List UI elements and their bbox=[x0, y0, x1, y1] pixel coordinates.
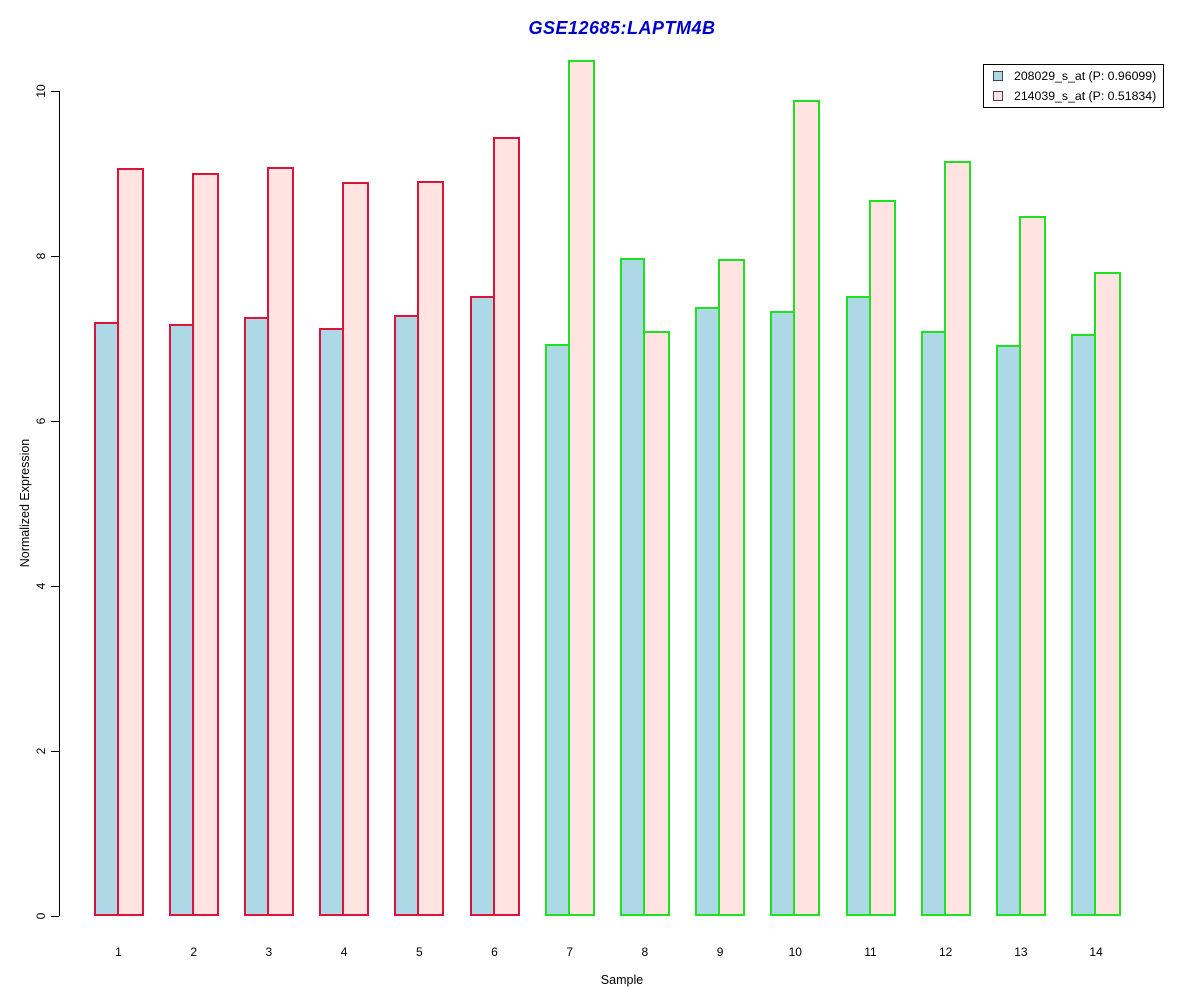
x-tick-label: 3 bbox=[265, 945, 273, 959]
bar-sample6-series2 bbox=[492, 137, 520, 916]
y-tick-label: 8 bbox=[34, 252, 48, 260]
bar-sample13-series2 bbox=[1018, 216, 1046, 916]
y-tick-mark bbox=[51, 256, 59, 257]
y-tick-mark bbox=[51, 586, 59, 587]
bar-sample12-series1 bbox=[920, 331, 946, 916]
x-tick-label: 13 bbox=[1014, 945, 1028, 959]
legend-swatch-series2 bbox=[993, 91, 1003, 101]
x-tick-label: 5 bbox=[415, 945, 423, 959]
x-tick-label: 7 bbox=[566, 945, 574, 959]
y-tick-label: 0 bbox=[34, 912, 48, 920]
chart-title: GSE12685:LAPTM4B bbox=[528, 18, 716, 38]
x-tick-label: 4 bbox=[340, 945, 348, 959]
x-tick-label: 9 bbox=[716, 945, 724, 959]
x-tick-label: 11 bbox=[864, 945, 877, 959]
y-tick-label: 2 bbox=[34, 747, 48, 755]
x-tick-label: 1 bbox=[115, 945, 122, 959]
bar-sample7-series2 bbox=[567, 60, 595, 916]
y-tick-mark bbox=[51, 916, 59, 917]
y-tick-label: 10 bbox=[34, 84, 48, 98]
x-tick-label: 6 bbox=[491, 945, 498, 959]
legend-label-series1: 208029_s_at (P: 0.96099) bbox=[1014, 69, 1157, 83]
x-tick-label: 10 bbox=[788, 945, 802, 959]
bar-sample1-series1 bbox=[93, 322, 119, 916]
bar-sample5-series1 bbox=[394, 315, 420, 916]
bar-sample8-series2 bbox=[642, 331, 670, 916]
bar-sample10-series1 bbox=[770, 311, 796, 916]
legend-swatch-series1 bbox=[993, 71, 1003, 81]
bar-sample9-series1 bbox=[695, 307, 721, 916]
bar-sample2-series1 bbox=[168, 324, 194, 916]
y-tick-mark bbox=[51, 421, 59, 422]
bar-sample6-series1 bbox=[469, 296, 495, 916]
x-tick-label: 8 bbox=[641, 945, 649, 959]
bar-sample13-series1 bbox=[995, 345, 1021, 916]
legend-row: 208029_s_at (P: 0.96099) bbox=[993, 68, 1163, 85]
y-tick-label: 4 bbox=[34, 582, 48, 590]
y-tick-label: 6 bbox=[34, 417, 48, 425]
x-tick-label: 2 bbox=[190, 945, 198, 959]
bar-sample10-series2 bbox=[793, 100, 821, 916]
x-tick-label: 14 bbox=[1089, 945, 1103, 959]
bar-sample2-series2 bbox=[191, 173, 219, 916]
bar-sample4-series1 bbox=[319, 328, 345, 916]
y-axis bbox=[59, 91, 60, 916]
legend-label-series2: 214039_s_at (P: 0.51834) bbox=[1014, 89, 1157, 103]
bar-sample8-series1 bbox=[619, 258, 645, 916]
bar-sample12-series2 bbox=[943, 161, 971, 916]
legend: 208029_s_at (P: 0.96099) 214039_s_at (P:… bbox=[983, 64, 1164, 108]
x-tick-label: 12 bbox=[939, 945, 953, 959]
y-tick-mark bbox=[51, 91, 59, 92]
bar-sample1-series2 bbox=[116, 168, 144, 916]
bar-sample5-series2 bbox=[417, 181, 445, 916]
bar-sample9-series2 bbox=[718, 259, 746, 916]
bar-sample4-series2 bbox=[342, 182, 370, 916]
x-axis-title: Sample bbox=[600, 973, 644, 987]
bar-sample11-series2 bbox=[868, 200, 896, 916]
bar-sample7-series1 bbox=[544, 344, 570, 916]
y-tick-mark bbox=[51, 751, 59, 752]
legend-row: 214039_s_at (P: 0.51834) bbox=[993, 88, 1163, 105]
bar-sample14-series1 bbox=[1071, 334, 1097, 916]
bar-sample3-series1 bbox=[243, 317, 269, 916]
bar-sample3-series2 bbox=[266, 167, 294, 916]
bar-sample14-series2 bbox=[1094, 272, 1122, 916]
bar-sample11-series1 bbox=[845, 296, 871, 916]
